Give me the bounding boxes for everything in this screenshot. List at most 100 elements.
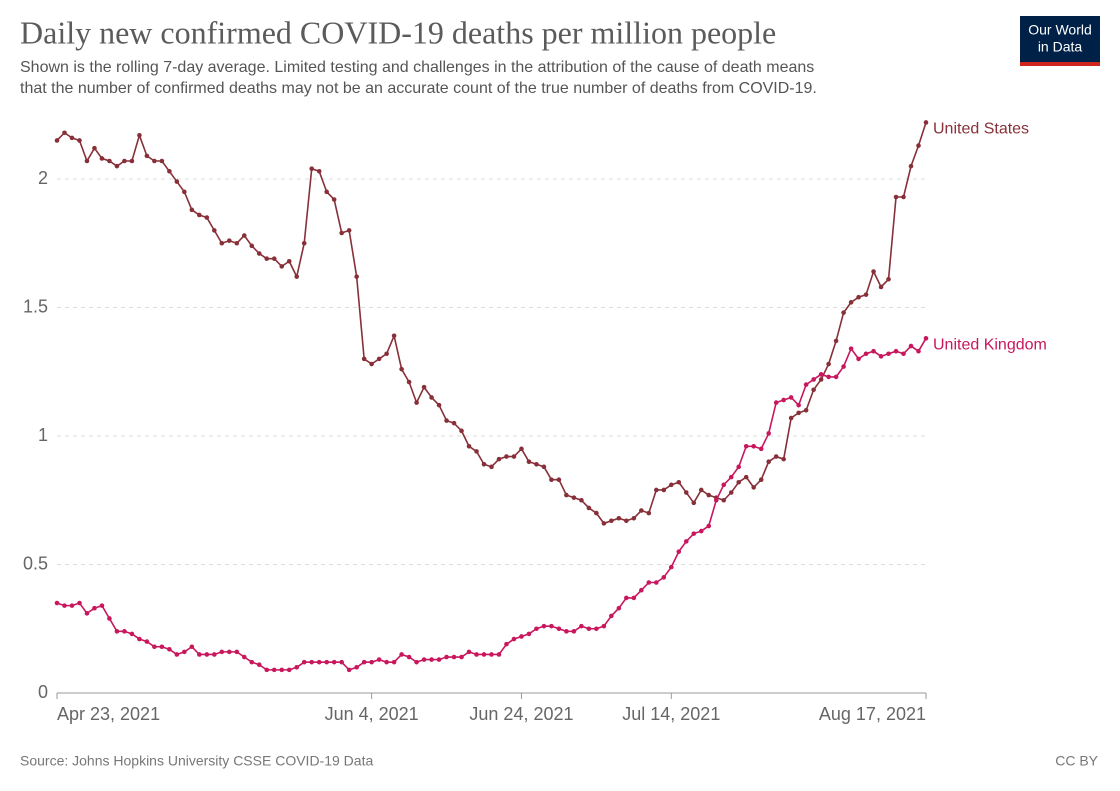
data-point (646, 510, 652, 516)
data-point (279, 667, 285, 673)
logo-text: in Data (1038, 39, 1083, 55)
data-point (197, 212, 202, 218)
data-point (923, 120, 929, 125)
data-point (219, 649, 225, 655)
data-point (796, 410, 801, 416)
data-point (571, 629, 577, 634)
data-point (346, 667, 352, 673)
data-point (189, 207, 195, 213)
x-tick-label: Jul 14, 2021 (622, 704, 720, 724)
data-point (309, 659, 315, 665)
data-point (579, 497, 584, 503)
data-point (54, 600, 60, 606)
data-point (511, 636, 517, 642)
data-point (564, 629, 569, 634)
data-point (182, 189, 187, 195)
data-point (114, 629, 120, 634)
data-point (474, 652, 479, 657)
data-point (451, 654, 457, 660)
data-point (129, 158, 135, 164)
data-point (773, 454, 779, 459)
data-point (129, 631, 135, 637)
data-point (541, 464, 547, 470)
data-point (736, 479, 742, 485)
data-point (594, 626, 599, 632)
data-point (863, 351, 869, 357)
data-point (601, 623, 607, 629)
data-point (504, 641, 509, 647)
data-point (152, 158, 157, 164)
data-point (586, 505, 592, 511)
data-point (609, 518, 614, 524)
data-point (481, 461, 487, 467)
data-point (107, 616, 112, 621)
data-point (668, 482, 674, 488)
data-point (197, 652, 202, 657)
data-point (466, 649, 472, 655)
data-point (481, 652, 487, 657)
data-point (107, 158, 112, 164)
data-point (369, 361, 374, 367)
data-point (856, 294, 861, 300)
data-point (751, 443, 756, 449)
data-point (444, 654, 449, 660)
data-point (182, 649, 187, 655)
data-point (174, 179, 180, 184)
data-point (174, 652, 180, 657)
data-point (189, 644, 195, 650)
data-point (631, 595, 637, 601)
data-point (294, 274, 300, 279)
data-point (841, 364, 846, 369)
data-point (721, 482, 727, 488)
data-point (758, 477, 764, 482)
data-point (713, 497, 719, 503)
data-point (399, 366, 404, 372)
data-point (549, 477, 554, 482)
data-point (414, 659, 419, 665)
data-point (661, 487, 667, 493)
data-point (698, 528, 704, 534)
data-point (122, 629, 127, 634)
data-point (391, 333, 397, 339)
data-point (878, 354, 884, 359)
data-point (698, 487, 704, 493)
data-point (916, 143, 921, 148)
data-point (796, 402, 801, 408)
data-point (122, 158, 127, 164)
data-point (234, 240, 240, 246)
data-point (721, 497, 727, 503)
data-point (706, 492, 712, 498)
data-point (69, 603, 75, 608)
data-point (728, 474, 734, 480)
data-point (144, 153, 150, 159)
data-point (676, 549, 682, 554)
data-point (893, 348, 899, 354)
data-point (616, 605, 622, 611)
data-point (294, 665, 300, 670)
data-point (601, 521, 607, 526)
data-point (286, 667, 292, 673)
data-point (736, 464, 742, 470)
data-point (429, 395, 434, 400)
data-point (54, 138, 60, 143)
data-point (781, 456, 786, 462)
data-point (227, 649, 232, 655)
data-point (376, 356, 382, 362)
data-point (519, 446, 524, 452)
data-point (421, 657, 427, 662)
data-point (376, 657, 382, 662)
data-point (99, 156, 105, 161)
data-point (579, 623, 584, 629)
data-point (893, 194, 899, 200)
data-point (743, 443, 749, 449)
data-point (496, 456, 502, 462)
data-point (331, 197, 337, 202)
data-point (886, 276, 891, 282)
data-point (324, 659, 329, 665)
data-point (459, 428, 464, 434)
data-point (683, 490, 689, 495)
y-tick-label: 2 (38, 168, 48, 188)
data-point (654, 487, 659, 493)
data-point (114, 163, 120, 169)
data-point (811, 377, 816, 382)
